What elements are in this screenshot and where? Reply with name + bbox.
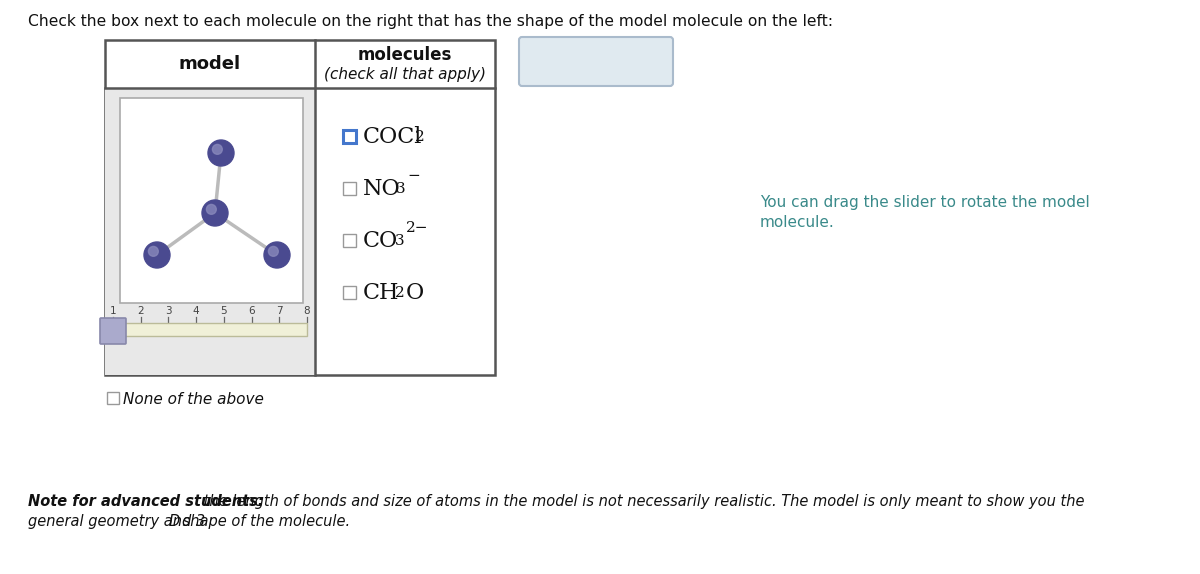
Text: CO: CO — [364, 230, 398, 252]
Text: O: O — [406, 282, 425, 304]
Text: molecule.: molecule. — [760, 215, 835, 230]
Bar — [106, 40, 496, 375]
Text: None of the above: None of the above — [124, 391, 264, 406]
Text: COCl: COCl — [364, 126, 422, 148]
Bar — [343, 130, 356, 142]
Text: 3: 3 — [396, 182, 406, 196]
Bar — [343, 234, 356, 246]
Text: 7: 7 — [276, 306, 282, 316]
FancyBboxPatch shape — [520, 37, 673, 86]
Text: Check the box next to each molecule on the right that has the shape of the model: Check the box next to each molecule on t… — [28, 14, 833, 29]
Text: general geometry and 3: general geometry and 3 — [28, 514, 205, 529]
Text: 4: 4 — [193, 306, 199, 316]
Text: 8: 8 — [304, 306, 311, 316]
Text: 5: 5 — [221, 306, 227, 316]
Text: ×: × — [546, 52, 562, 71]
Circle shape — [202, 200, 228, 226]
Text: D: D — [169, 514, 180, 529]
Text: CH: CH — [364, 282, 400, 304]
Circle shape — [264, 242, 290, 268]
Text: 3: 3 — [166, 306, 172, 316]
Text: 6: 6 — [248, 306, 254, 316]
Text: molecules: molecules — [358, 46, 452, 64]
Bar — [113, 323, 307, 336]
Text: ↺: ↺ — [620, 52, 640, 72]
Bar — [343, 181, 356, 195]
Text: −: − — [407, 169, 420, 183]
Text: 2: 2 — [395, 286, 404, 300]
Text: 3: 3 — [395, 234, 404, 248]
Text: NO: NO — [364, 178, 401, 200]
Text: (check all that apply): (check all that apply) — [324, 67, 486, 82]
Bar — [120, 98, 302, 303]
Text: Note for advanced students:: Note for advanced students: — [28, 494, 264, 509]
Text: 1: 1 — [109, 306, 116, 316]
Text: 2−: 2− — [406, 221, 428, 235]
Circle shape — [144, 242, 170, 268]
Circle shape — [269, 246, 278, 257]
Circle shape — [149, 246, 158, 257]
Bar — [343, 285, 356, 298]
Text: 2: 2 — [138, 306, 144, 316]
Circle shape — [212, 145, 222, 154]
Circle shape — [206, 204, 216, 214]
Text: shape of the molecule.: shape of the molecule. — [178, 514, 350, 529]
Text: You can drag the slider to rotate the model: You can drag the slider to rotate the mo… — [760, 195, 1090, 210]
Circle shape — [208, 140, 234, 166]
Bar — [106, 88, 314, 375]
FancyBboxPatch shape — [100, 318, 126, 344]
Text: 2: 2 — [415, 130, 425, 144]
Text: the length of bonds and size of atoms in the model is not necessarily realistic.: the length of bonds and size of atoms in… — [199, 494, 1085, 509]
Bar — [107, 392, 119, 404]
Text: model: model — [179, 55, 241, 73]
